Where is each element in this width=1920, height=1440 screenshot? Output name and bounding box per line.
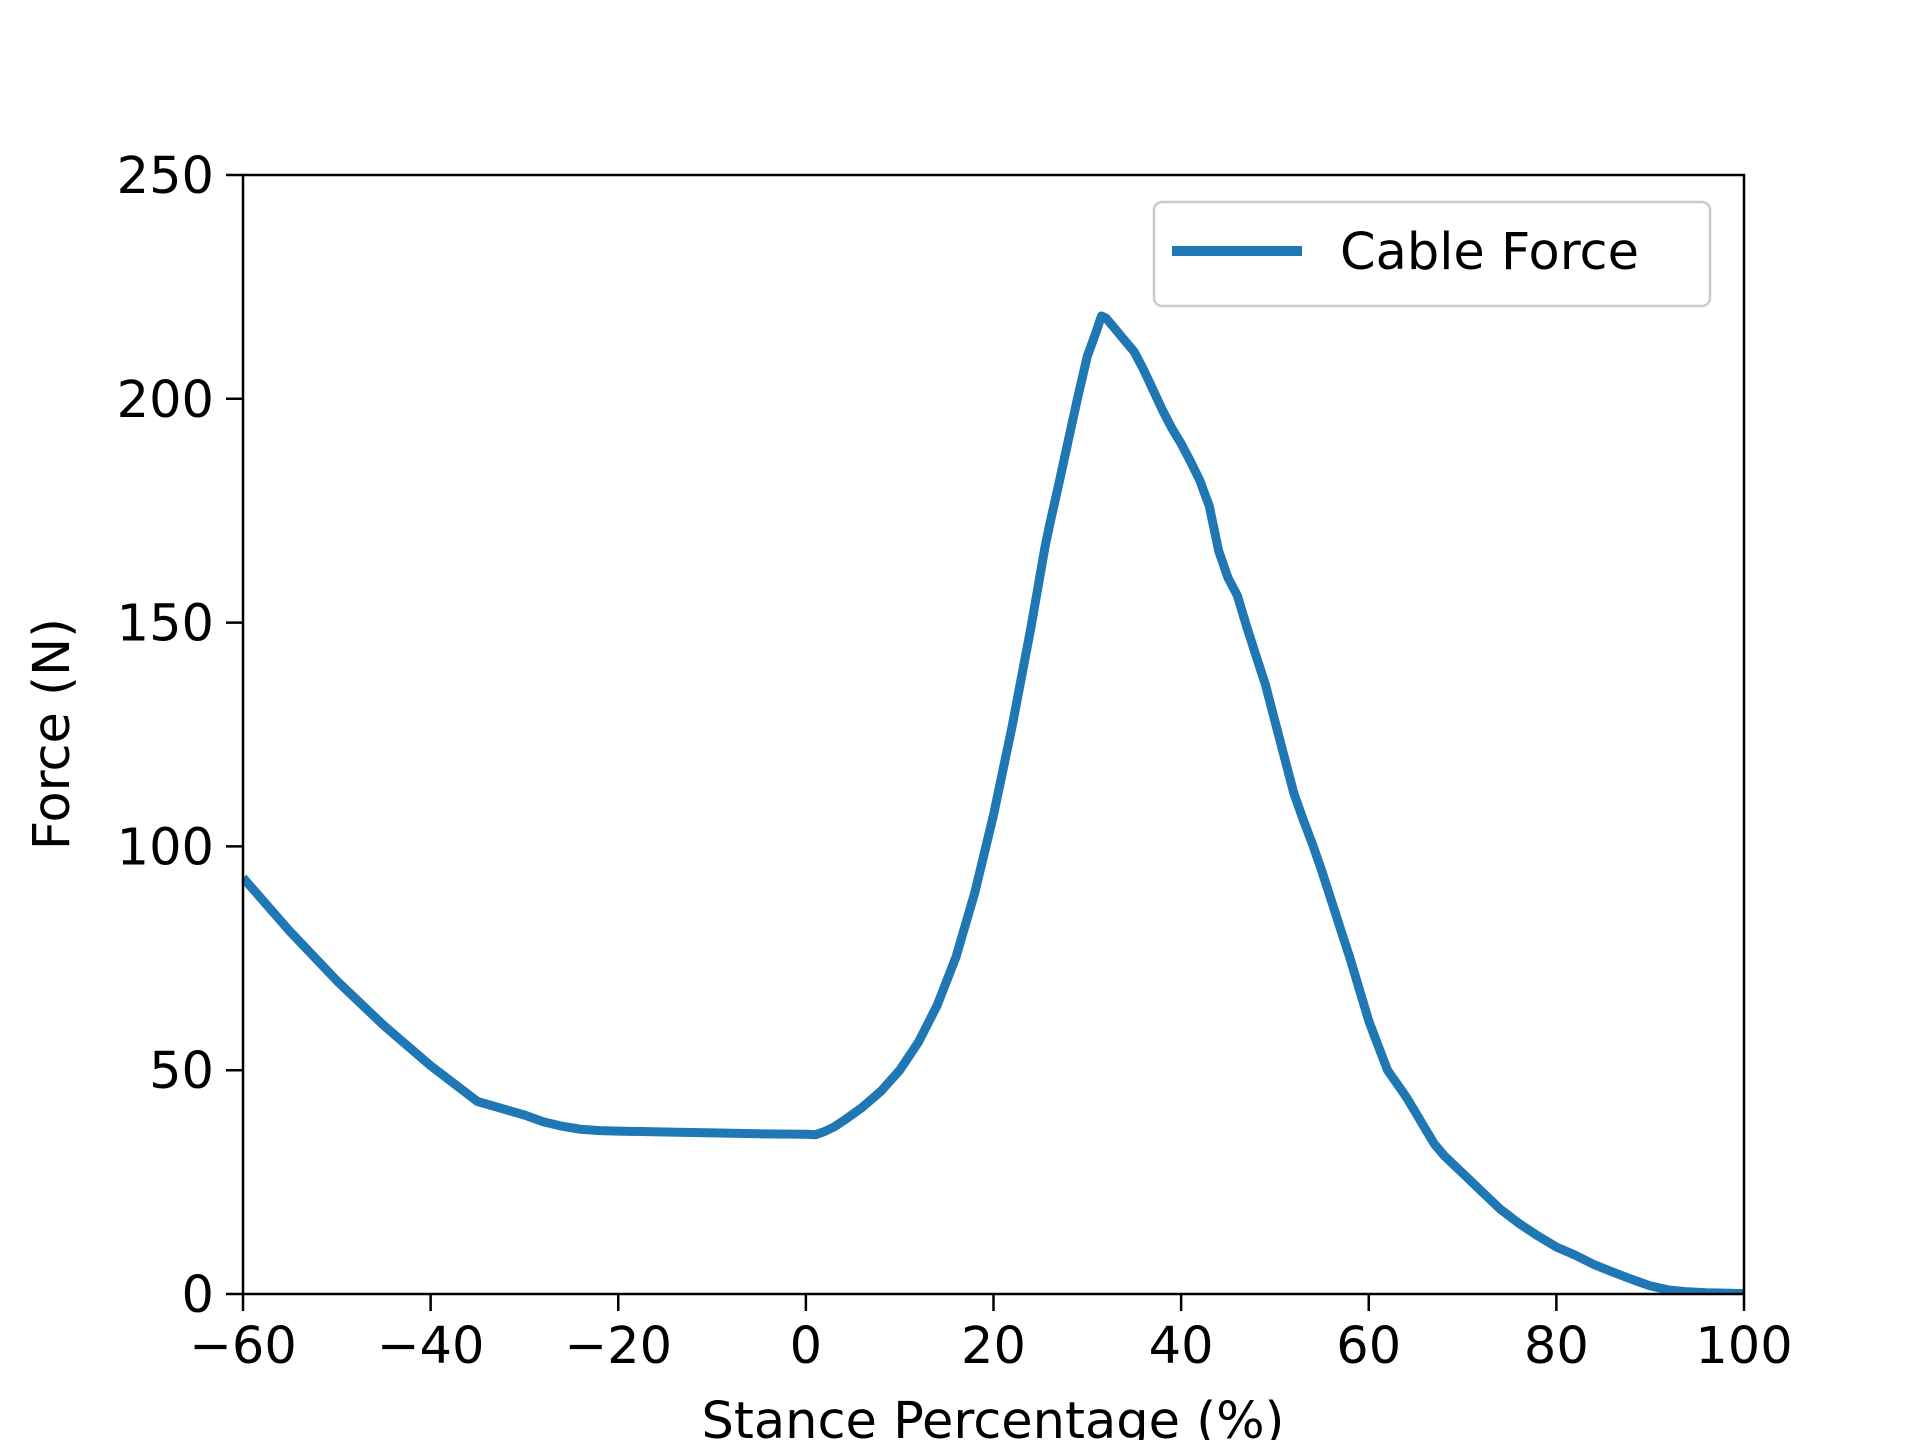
y-tick-label: 50: [149, 1042, 214, 1101]
y-axis-label: Force (N): [23, 618, 82, 850]
y-tick-label: 150: [117, 595, 214, 654]
series-layer: [243, 311, 1744, 1294]
legend: Cable Force: [1152, 200, 1712, 308]
legend-frame: [1152, 200, 1712, 308]
y-tick-label: 200: [117, 371, 214, 430]
x-tick-label: 0: [790, 1317, 822, 1376]
x-tick-label: −20: [564, 1317, 672, 1376]
x-tick-label: 60: [1336, 1317, 1401, 1376]
x-tick-label: 100: [1695, 1317, 1792, 1376]
x-tick-label: 20: [961, 1317, 1026, 1376]
x-axis: −60 −40 −20 0 20 40 60 80 100: [189, 1294, 1793, 1376]
plot-frame: [241, 173, 1746, 1296]
legend-label: Cable Force: [1340, 223, 1639, 282]
series-line-0: [243, 311, 1744, 1294]
x-axis-label: Stance Percentage (%): [702, 1392, 1285, 1440]
x-tick-label: 40: [1149, 1317, 1214, 1376]
plot-area: [243, 311, 1744, 1294]
y-tick-label: 100: [117, 818, 214, 877]
y-tick-label: 250: [117, 147, 214, 206]
x-tick-label: −60: [189, 1317, 297, 1376]
x-tick-label: 80: [1524, 1317, 1589, 1376]
x-tick-label: −40: [377, 1317, 485, 1376]
y-tick-label: 0: [182, 1266, 214, 1325]
y-axis: 0 50 100 150 200 250: [117, 147, 243, 1325]
